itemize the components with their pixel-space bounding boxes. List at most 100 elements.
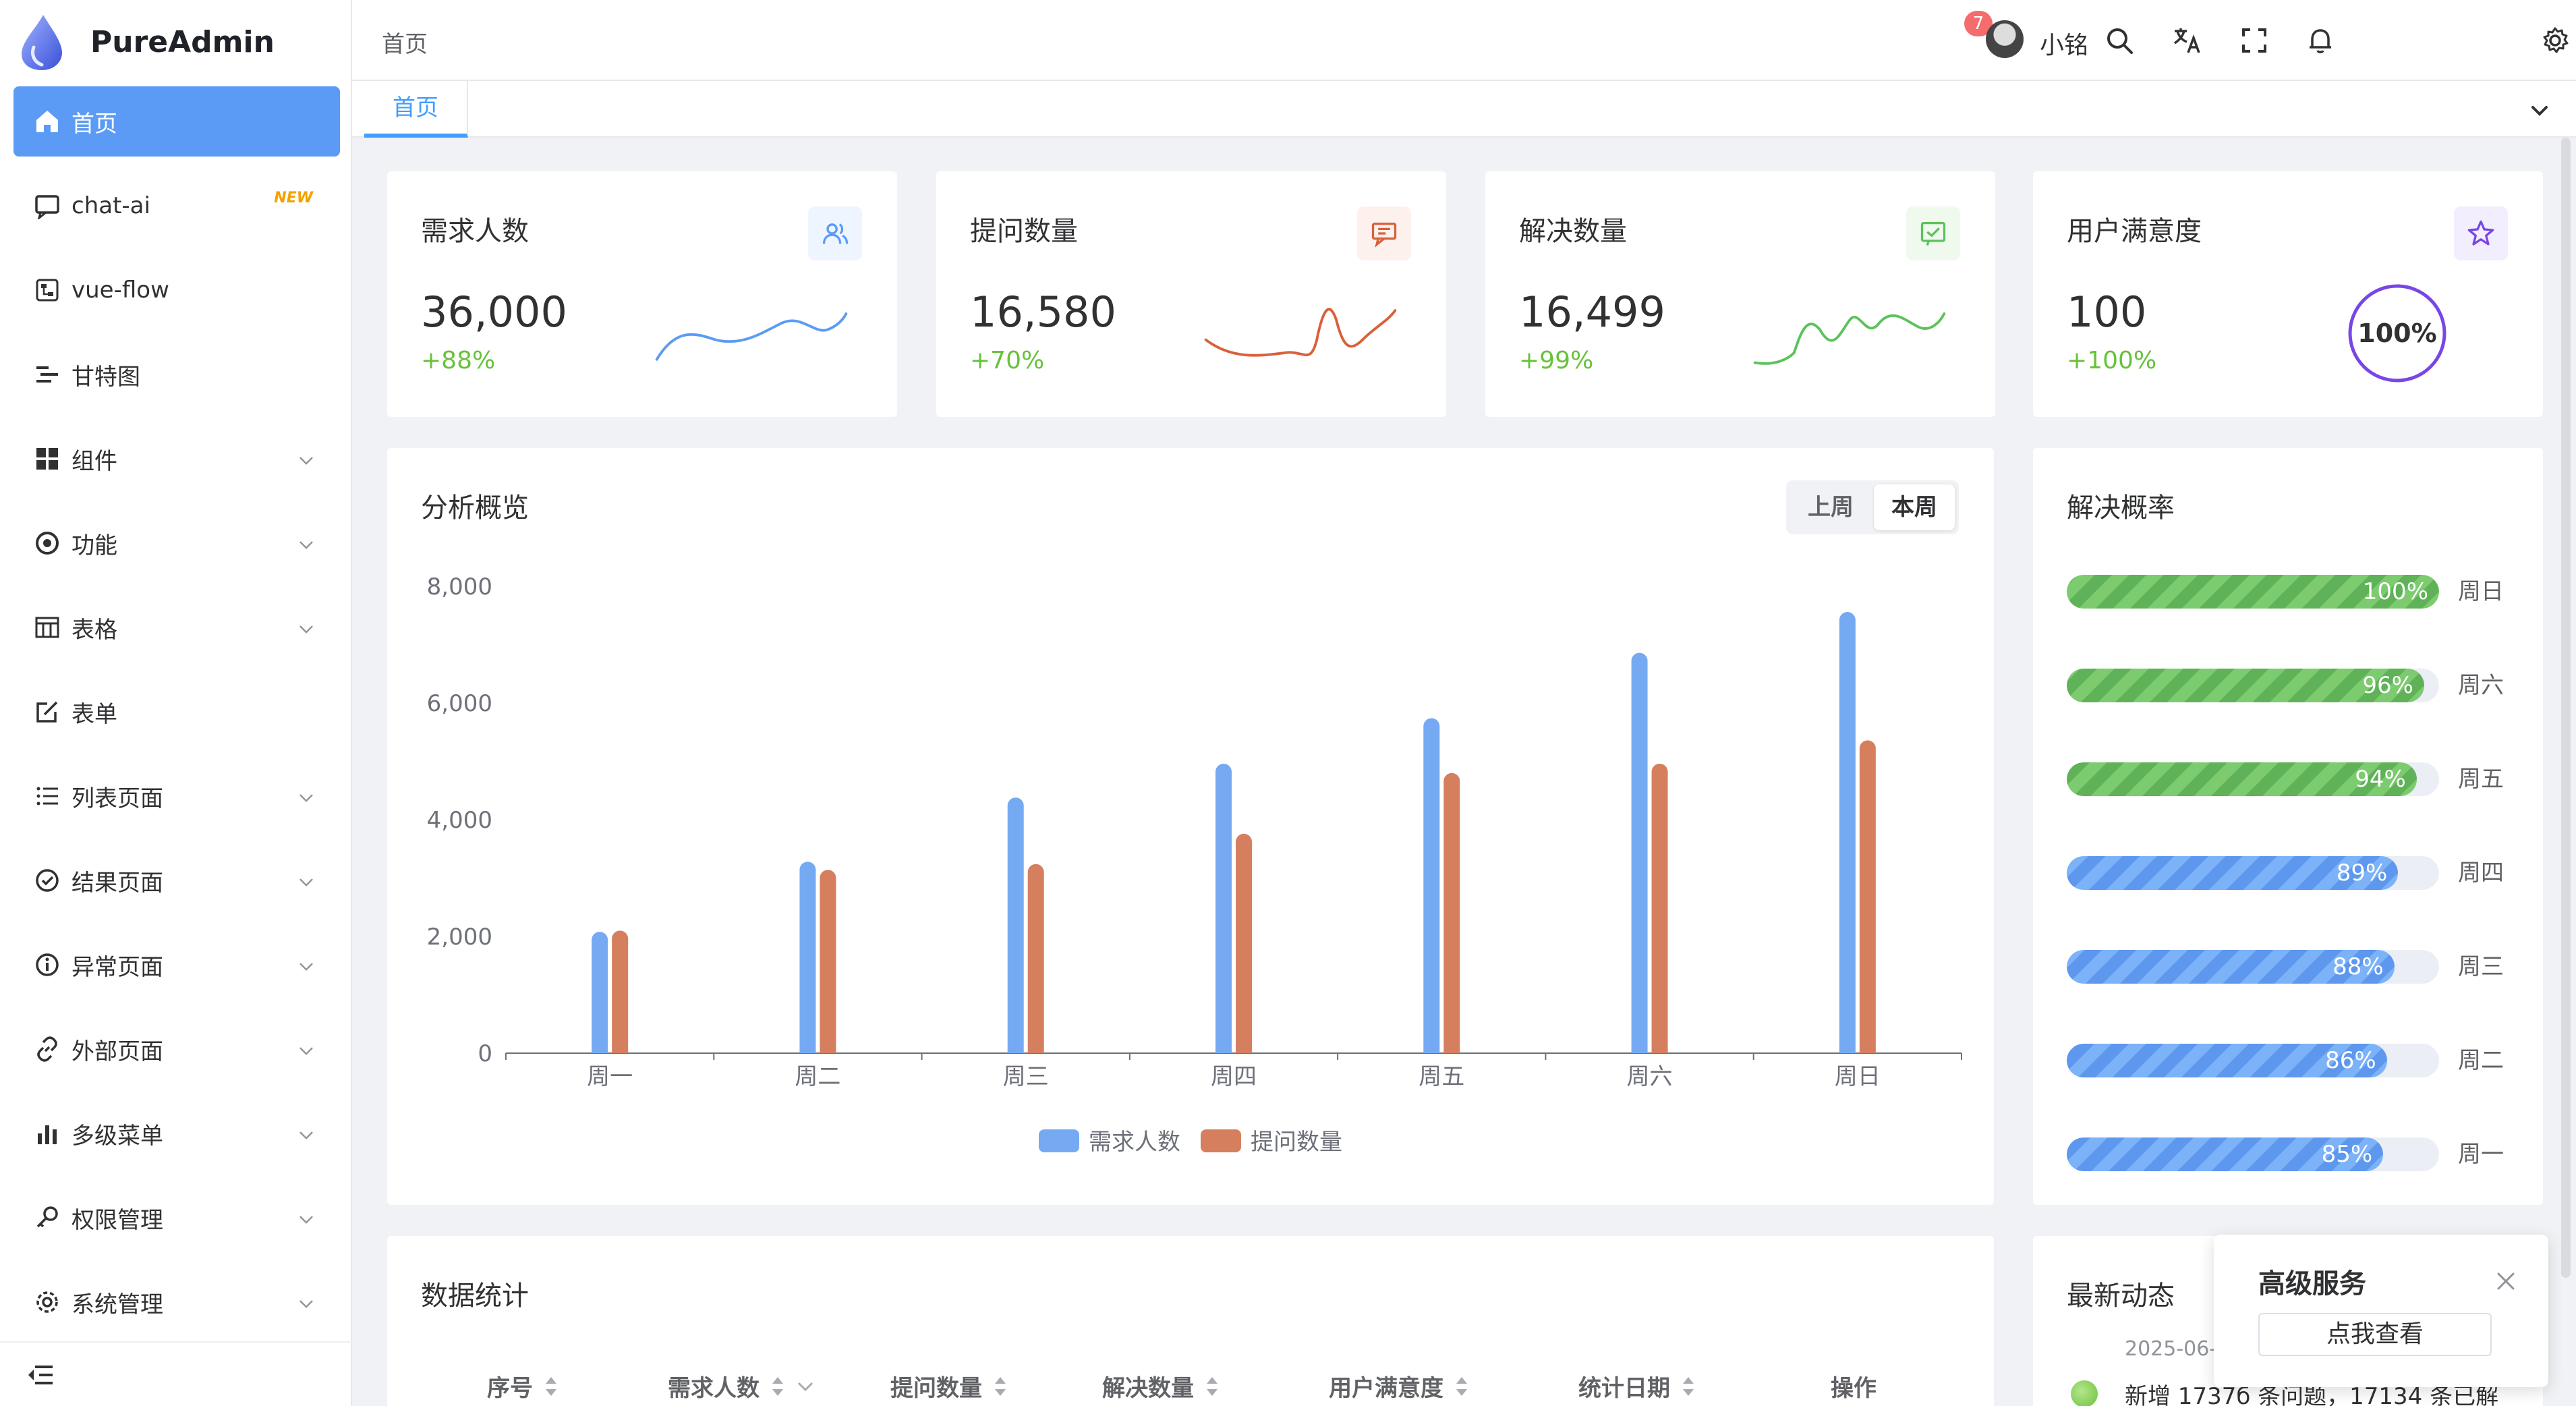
username[interactable]: 小铭 [2040, 32, 2089, 59]
sidebar-item-13[interactable]: 权限管理 [13, 1183, 340, 1253]
progress-day-label: 周三 [2458, 953, 2504, 980]
column-header[interactable]: 用户满意度 [1329, 1370, 1469, 1403]
progress-track: 88% [2067, 950, 2439, 984]
last-week-button[interactable]: 上周 [1808, 494, 1854, 521]
brand-name: PureAdmin [90, 24, 275, 59]
sidebar-item-label: 外部页面 [71, 1038, 163, 1065]
bar-1-6[interactable] [1859, 740, 1876, 1053]
filter-chevron-icon[interactable] [796, 1375, 815, 1398]
chevron-down-icon[interactable] [2527, 99, 2552, 123]
bar-0-4[interactable] [1423, 718, 1440, 1053]
premium-service-popup: 高级服务 点我查看 [2214, 1235, 2548, 1387]
bell-icon[interactable] [2306, 26, 2335, 55]
avatar[interactable] [1986, 20, 2024, 58]
sort-icon[interactable] [993, 1375, 1008, 1398]
key-icon [34, 1204, 61, 1231]
progress-day-label: 周五 [2458, 766, 2504, 793]
sparkline [655, 312, 848, 361]
legend-label[interactable]: 需求人数 [1089, 1129, 1180, 1156]
bar-0-0[interactable] [592, 932, 608, 1053]
bar-1-2[interactable] [1027, 864, 1044, 1053]
sidebar-item-4[interactable]: 组件 [13, 424, 340, 494]
scrollbar[interactable] [2561, 138, 2571, 1278]
sidebar-item-1[interactable]: chat-ai NEW [13, 171, 340, 241]
news-date: 2025-06- [2125, 1337, 2217, 1361]
chevron-down-icon [297, 955, 316, 974]
progress-fill: 85% [2067, 1137, 2384, 1171]
breadcrumb[interactable]: 首页 [382, 31, 428, 58]
ring-label: 100% [2357, 318, 2437, 348]
legend-swatch[interactable] [1039, 1129, 1079, 1152]
progress-row: 94% 周五 [2067, 760, 2512, 797]
translate-icon[interactable] [2172, 26, 2202, 55]
sidebar-item-0[interactable]: 首页 [13, 86, 340, 157]
sidebar-item-5[interactable]: 功能 [13, 508, 340, 578]
progress-day-label: 周日 [2458, 578, 2504, 605]
sort-icon[interactable] [544, 1375, 559, 1398]
column-header[interactable]: 序号 [487, 1370, 559, 1403]
settings-icon [34, 1289, 61, 1316]
sidebar-item-7[interactable]: 表单 [13, 677, 340, 747]
bar-1-3[interactable] [1236, 833, 1252, 1053]
sidebar-item-9[interactable]: 结果页面 [13, 845, 340, 916]
chevron-down-icon [297, 1208, 316, 1227]
sort-icon[interactable] [770, 1375, 785, 1398]
sidebar-item-8[interactable]: 列表页面 [13, 761, 340, 831]
sort-icon[interactable] [1681, 1375, 1696, 1398]
column-header[interactable]: 需求人数 [668, 1370, 815, 1403]
bar-0-1[interactable] [799, 862, 816, 1053]
chevron-down-icon [297, 1124, 316, 1143]
sidebar-item-11[interactable]: 外部页面 [13, 1014, 340, 1084]
progress-row: 96% 周六 [2067, 666, 2512, 704]
column-header[interactable]: 提问数量 [890, 1370, 1008, 1403]
column-header-label: 解决数量 [1102, 1375, 1194, 1402]
search-icon[interactable] [2105, 26, 2134, 55]
column-header[interactable]: 解决数量 [1102, 1370, 1220, 1403]
sidebar-item-10[interactable]: 异常页面 [13, 930, 340, 1000]
home-icon [34, 108, 61, 135]
bar-1-5[interactable] [1651, 763, 1668, 1053]
column-header-label: 提问数量 [890, 1375, 982, 1402]
legend-swatch[interactable] [1201, 1129, 1241, 1152]
sidebar-item-label: 多级菜单 [71, 1122, 163, 1150]
column-header[interactable]: 统计日期 [1578, 1370, 1696, 1403]
close-icon[interactable] [2496, 1271, 2516, 1291]
this-week-button[interactable]: 本周 [1874, 484, 1955, 530]
progress-percent: 96% [2362, 672, 2413, 699]
logo[interactable]: PureAdmin [16, 12, 275, 72]
bar-0-2[interactable] [1007, 797, 1024, 1053]
sidebar-item-6[interactable]: 表格 [13, 592, 340, 663]
bar-0-3[interactable] [1215, 763, 1232, 1053]
users-icon [808, 206, 862, 260]
chevron-down-icon [297, 618, 316, 637]
sort-icon[interactable] [1454, 1375, 1469, 1398]
tab-home[interactable]: 首页 [364, 81, 468, 138]
tabs-bar: 首页 [352, 81, 2576, 138]
week-toggle: 上周 本周 [1786, 480, 1959, 534]
progress-percent: 100% [2362, 578, 2428, 605]
resolve-title: 解决概率 [2067, 493, 2175, 524]
gear-icon[interactable] [2540, 26, 2570, 55]
grid-icon [34, 445, 61, 472]
fullscreen-icon[interactable] [2239, 26, 2269, 55]
progress-fill: 96% [2067, 669, 2424, 702]
overview-card: 分析概览 上周 本周 0 2,000 4,000 6,000 8,000 周一 周二 周三 周四… [387, 448, 1994, 1205]
bar-0-6[interactable] [1839, 612, 1856, 1053]
bar-0-5[interactable] [1631, 652, 1648, 1053]
bar-1-0[interactable] [612, 930, 629, 1053]
bar-1-1[interactable] [820, 870, 836, 1053]
collapse-menu-icon[interactable] [27, 1363, 54, 1387]
ubuntu-icon [34, 530, 61, 557]
link-icon [34, 1036, 61, 1063]
sidebar-item-2[interactable]: vue-flow [13, 255, 340, 325]
sidebar-item-3[interactable]: 甘特图 [13, 339, 340, 410]
x-tick-label: 周一 [587, 1063, 633, 1090]
stat-value: 16,499 [1519, 287, 1665, 337]
view-service-button[interactable]: 点我查看 [2258, 1313, 2492, 1356]
sidebar-item-12[interactable]: 多级菜单 [13, 1098, 340, 1169]
sort-icon[interactable] [1205, 1375, 1220, 1398]
bar-1-4[interactable] [1443, 772, 1460, 1053]
legend-label[interactable]: 提问数量 [1251, 1129, 1342, 1156]
sidebar-item-14[interactable]: 系统管理 [13, 1267, 340, 1337]
